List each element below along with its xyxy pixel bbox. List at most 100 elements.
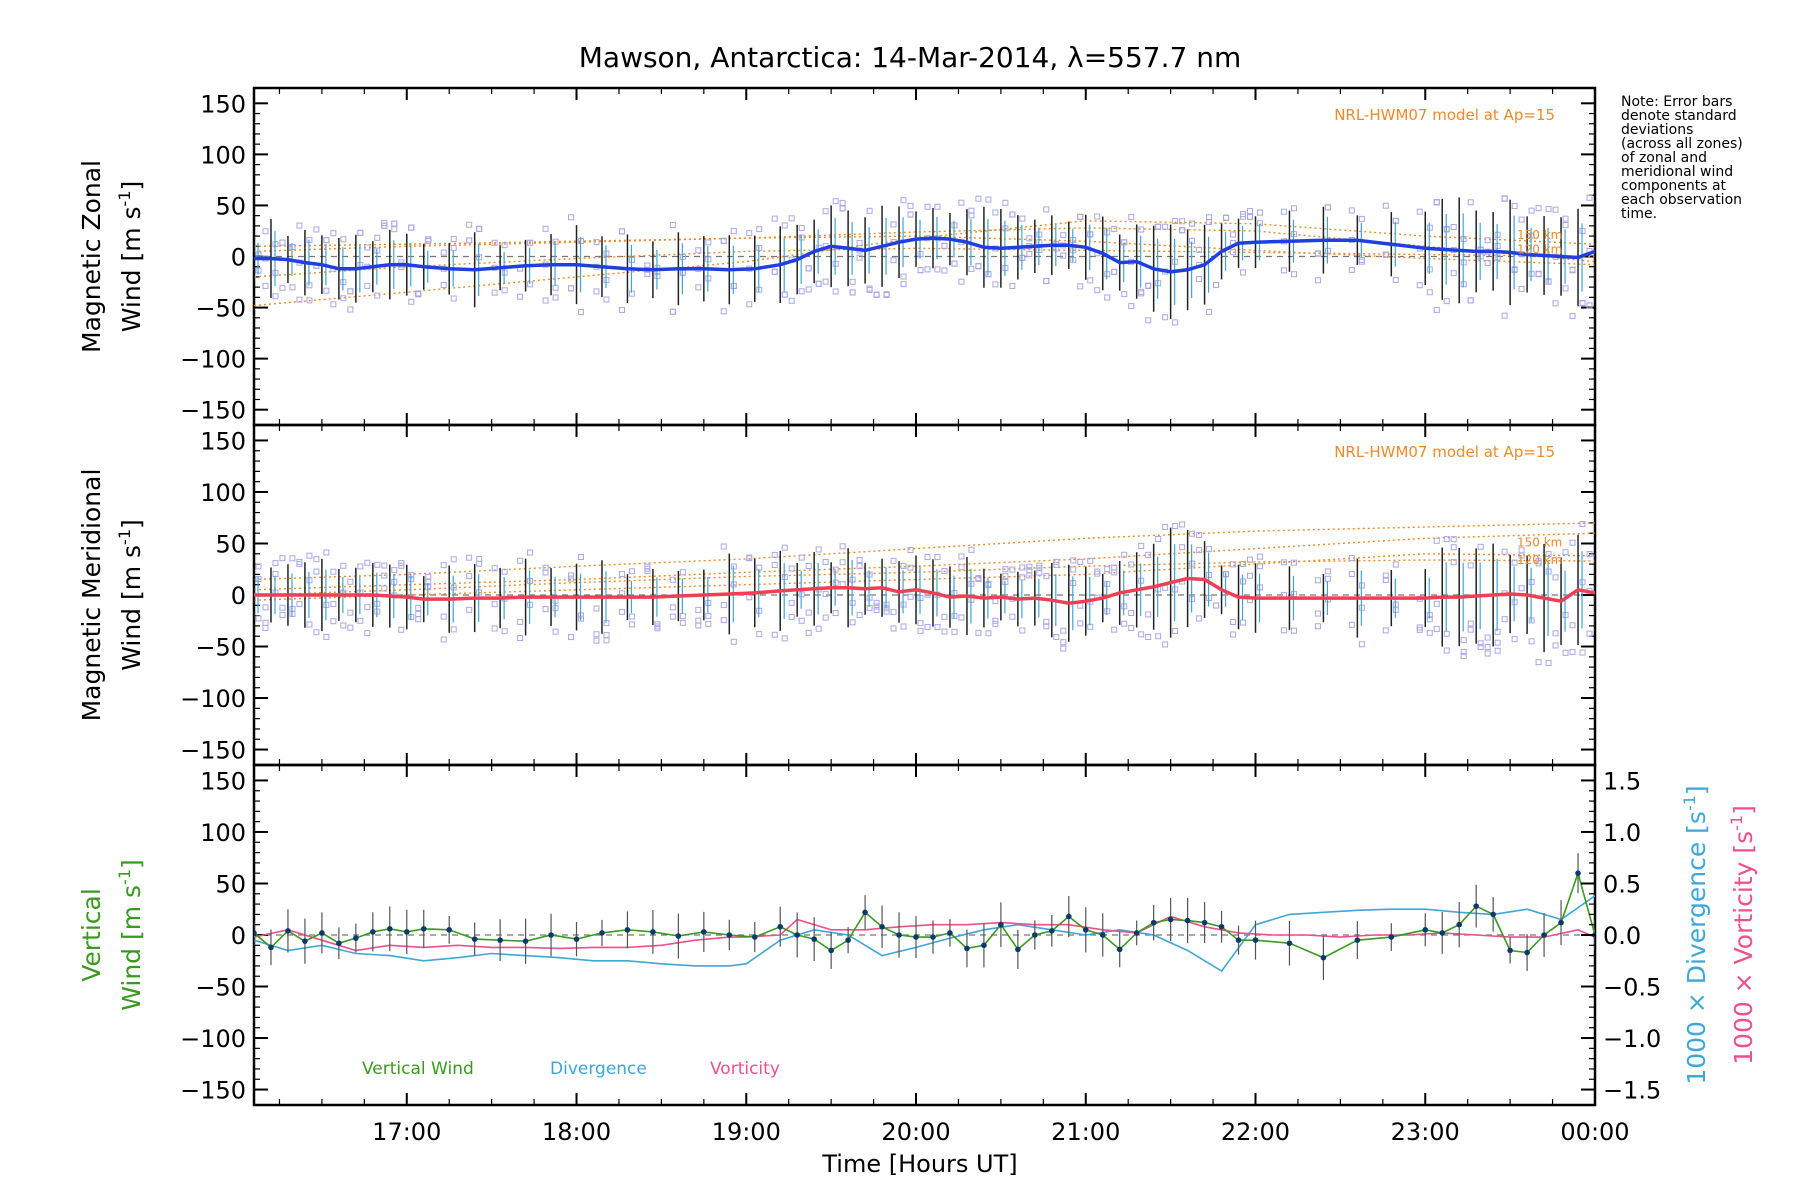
scatter-point [491,565,498,572]
scatter-point [374,292,381,299]
scatter-point [340,622,347,629]
scatter-point [1324,204,1331,211]
scatter-point [1348,555,1355,562]
scatter-point [1009,613,1016,620]
scatter-point [1597,631,1602,636]
scatter-point [603,296,610,303]
scatter-point [1433,625,1440,632]
scatter-point [924,266,931,273]
scatter-point [1145,282,1152,289]
scatter-point [279,239,286,246]
scatter-point [568,572,575,579]
scatter-point [1518,285,1525,292]
data-point [964,945,970,952]
scatter-point [1358,258,1365,265]
scatter-point [1179,521,1186,528]
scatter-point [907,211,914,218]
scatter-point [323,237,330,244]
scatter-point [669,308,676,315]
scatter-point [1569,266,1576,273]
model-curve-2 [254,235,1595,266]
scatter-point [1460,653,1467,660]
scatter-point [1597,195,1602,200]
scatter-point [951,260,958,267]
scatter-point [381,222,388,229]
plot-area [254,194,1602,326]
scatter-point [568,285,575,292]
scatter-point [1314,610,1321,617]
scatter-point [552,628,559,635]
scatter-point [491,239,498,246]
scatter-point [822,590,829,597]
scatter-point [501,242,508,249]
scatter-point [593,239,600,246]
y-axis-label-line1: Vertical [77,888,106,982]
scatter-point [491,601,498,608]
scatter-point [425,236,432,243]
data-point [599,930,605,936]
data-point [1049,928,1055,934]
data-point [420,926,427,932]
scatter-point [618,570,625,577]
scatter-point [1172,523,1179,530]
scatter-point [466,573,473,580]
scatter-point [628,613,635,620]
scatter-point [1535,271,1542,278]
scatter-point [1087,557,1094,564]
scatter-point [856,563,863,570]
scatter-point [1240,269,1247,276]
scatter-point [527,239,534,246]
scatter-point [1280,627,1287,634]
scatter-point [1094,287,1101,294]
scatter-point [246,617,251,622]
scatter-point [890,221,897,228]
scatter-point [1450,544,1457,551]
scatter-point [618,228,625,235]
scatter-point [900,281,907,288]
scatter-point [1111,225,1118,232]
model-curve-4 [254,559,1595,596]
scatter-point [907,547,914,554]
scatter-point [1518,216,1525,223]
data-point [675,933,682,939]
data-point [1524,949,1530,956]
scatter-point [330,230,337,237]
y-tick-label: −50 [195,634,246,662]
scatter-point [1019,574,1026,581]
scatter-point [1494,647,1501,654]
scatter-point [1562,222,1569,229]
data-point [1015,946,1021,953]
scatter-point [934,624,941,631]
data-point [811,936,817,942]
scatter-point [1247,213,1254,220]
scatter-point [1545,659,1552,666]
scatter-point [491,289,498,296]
y-tick-label: 150 [200,427,246,455]
scatter-point [1128,214,1135,221]
scatter-point [958,199,965,206]
scatter-point [1206,546,1213,553]
scatter-point [552,294,559,301]
scatter-point [415,604,422,611]
scatter-point [1002,199,1009,206]
scatter-point [1450,223,1457,230]
scatter-point [1280,267,1287,274]
scatter-point [805,629,812,636]
scatter-point [968,265,975,272]
scatter-point [466,606,473,613]
data-point [1422,927,1429,933]
scatter-point [330,600,337,607]
scatter-point [941,568,948,575]
scatter-point [323,633,330,640]
model-height-label-1: 150 km [1517,228,1562,242]
scatter-point [391,220,398,227]
scatter-point [1145,633,1152,640]
scatter-point [313,568,320,575]
scatter-point [1433,199,1440,206]
right-axis-label-close: ] [1682,785,1711,795]
scatter-point [934,203,941,210]
data-point [624,927,631,933]
scatter-point [1189,530,1196,537]
scatter-point [705,612,712,619]
scatter-point [866,207,873,214]
